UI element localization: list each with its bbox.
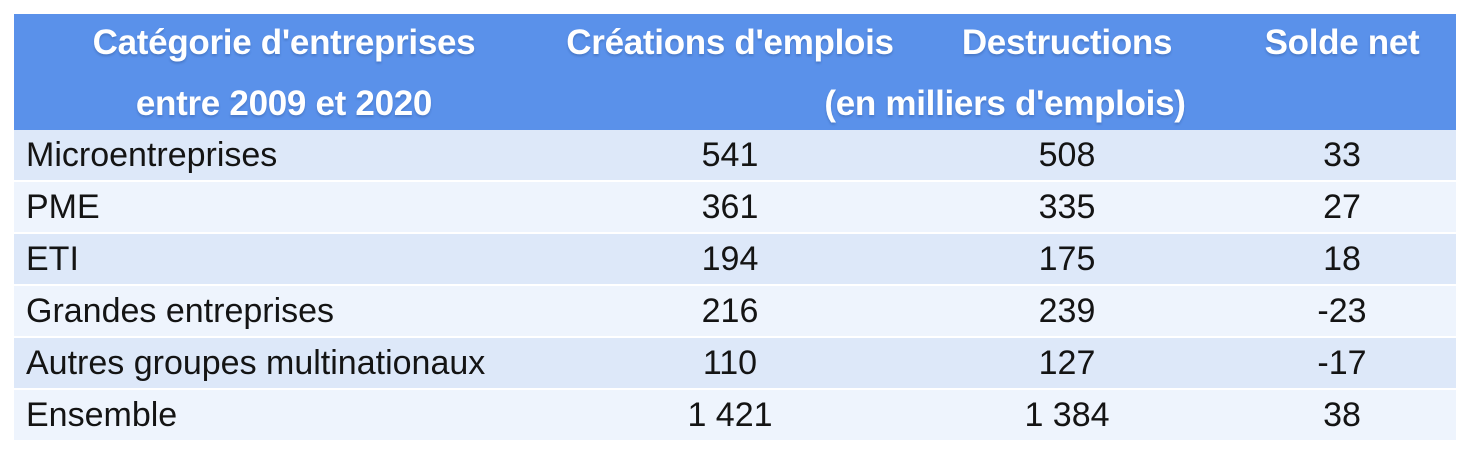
row-creations: 194 (701, 239, 759, 278)
table-row-ensemble: Ensemble 1 421 1 384 38 (14, 388, 1456, 440)
row-solde: 27 (1323, 187, 1361, 226)
table-row-pme: PME 361 335 27 (14, 180, 1456, 232)
header-category-title-line1: Catégorie d'entreprises (92, 23, 476, 62)
row-solde: 38 (1323, 395, 1361, 434)
header-unit-subtitle: (en milliers d'emplois) (824, 84, 1186, 123)
row-destructions: 127 (1038, 343, 1096, 382)
row-category: Microentreprises (26, 135, 278, 174)
row-creations: 541 (701, 135, 759, 174)
row-destructions: 175 (1038, 239, 1096, 278)
row-category: PME (26, 187, 100, 226)
header-col-solde-net: Solde net (1264, 23, 1420, 62)
row-creations: 110 (702, 343, 758, 382)
table-row-microentreprises: Microentreprises 541 508 33 (14, 130, 1456, 180)
row-category: ETI (26, 239, 79, 278)
row-creations: 1 421 (687, 395, 773, 434)
row-creations: 361 (701, 187, 759, 226)
row-solde: 18 (1323, 239, 1361, 278)
jobs-table: Catégorie d'entreprises Créations d'empl… (14, 14, 1456, 440)
row-destructions: 508 (1038, 135, 1096, 174)
row-category: Autres groupes multinationaux (26, 343, 486, 382)
row-destructions: 1 384 (1024, 395, 1110, 434)
header-col-creations: Créations d'emplois (566, 23, 894, 62)
row-creations: 216 (701, 291, 759, 330)
row-destructions: 335 (1038, 187, 1096, 226)
row-solde: -17 (1317, 343, 1367, 382)
table-row-autres-groupes-multinationaux: Autres groupes multinationaux 110 127 -1… (14, 336, 1456, 388)
table-header: Catégorie d'entreprises Créations d'empl… (14, 14, 1456, 130)
header-col-destructions: Destructions (961, 23, 1173, 62)
row-category: Grandes entreprises (26, 291, 335, 330)
row-solde: -23 (1317, 291, 1367, 330)
table-row-grandes-entreprises: Grandes entreprises 216 239 -23 (14, 284, 1456, 336)
row-destructions: 239 (1038, 291, 1096, 330)
row-solde: 33 (1323, 135, 1361, 174)
row-category: Ensemble (26, 395, 178, 434)
header-category-title-line2: entre 2009 et 2020 (135, 84, 433, 123)
table-row-eti: ETI 194 175 18 (14, 232, 1456, 284)
